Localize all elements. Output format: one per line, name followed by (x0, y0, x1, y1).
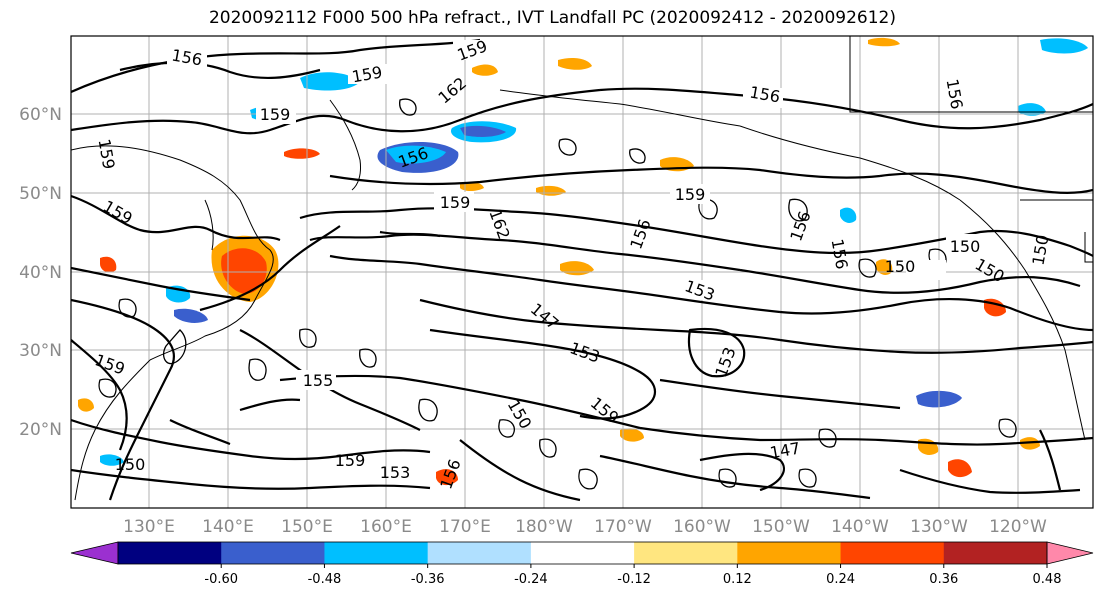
colorbar-frame (117, 541, 1048, 565)
lon-label: 180°W (515, 517, 573, 537)
lon-label: 120°W (989, 517, 1047, 537)
lon-label: 160°W (673, 517, 731, 537)
colorbar-tick-label: 0.24 (826, 572, 855, 587)
lon-label: 170°E (439, 517, 491, 537)
contour-label: 150 (885, 257, 916, 276)
lon-label: 170°W (594, 517, 652, 537)
contour-label: 159 (440, 193, 471, 212)
colorbar-tick-label: 0.36 (929, 572, 958, 587)
lon-label: 150°W (752, 517, 810, 537)
lat-label: 20°N (19, 420, 62, 440)
colorbar-swatch (221, 542, 325, 564)
lon-label: 130°E (123, 517, 175, 537)
colorbar-ticks: -0.60 -0.48 -0.36 -0.24 -0.12 0.12 0.24 0.36 0.4… (204, 564, 1062, 587)
longitude-labels: 130°E 140°E 150°E 160°E 170°E 180°W 170°… (123, 517, 1047, 537)
colorbar-tick-label: 0.48 (1033, 572, 1062, 587)
contour-label: 159 (335, 451, 366, 470)
contour-label: 159 (675, 185, 706, 204)
colorbar-extend-low (70, 541, 119, 565)
latitude-labels: 60°N 50°N 40°N 30°N 20°N (19, 105, 62, 440)
colorbar-swatch (118, 542, 222, 564)
lon-label: 140°W (831, 517, 889, 537)
lon-label: 130°W (910, 517, 968, 537)
colorbar-swatch (324, 542, 429, 564)
lat-label: 40°N (19, 263, 62, 283)
colorbar-swatch (530, 542, 635, 564)
lon-label: 160°E (360, 517, 412, 537)
colorbar-tick-label: -0.48 (308, 572, 342, 587)
contour-label: 150 (115, 455, 146, 474)
colorbar-tick-label: -0.24 (514, 572, 548, 587)
contour-label-boxes (167, 40, 986, 390)
contour-label: 159 (260, 105, 291, 124)
lat-label: 30°N (19, 341, 62, 361)
map-title: 2020092112 F000 500 hPa refract., IVT La… (208, 8, 896, 28)
colorbar-swatch (634, 542, 738, 564)
colorbar-swatch (737, 542, 842, 564)
blue-patch-north (300, 72, 360, 91)
colorbar-swatch (427, 542, 532, 564)
colorbar-swatch (840, 542, 945, 564)
lon-label: 150°E (281, 517, 333, 537)
colorbar-tick-label: -0.60 (204, 572, 238, 587)
colorbar-swatch (943, 542, 1048, 564)
colorbar-tick-label: -0.36 (411, 572, 445, 587)
colorbar-tick-label: 0.12 (723, 572, 752, 587)
lat-label: 50°N (19, 184, 62, 204)
lat-label: 60°N (19, 105, 62, 125)
colorbar (70, 541, 1094, 565)
lon-label: 140°E (202, 517, 254, 537)
contour-label: 153 (380, 463, 411, 482)
refractivity-contours (71, 38, 1093, 502)
plot-frame (70, 35, 1094, 509)
contour-label: 150 (950, 237, 981, 256)
gridlines (71, 36, 1093, 508)
colorbar-extend-high (1046, 541, 1094, 565)
colorbar-tick-label: -0.12 (617, 572, 651, 587)
contour-label: 155 (303, 371, 334, 390)
